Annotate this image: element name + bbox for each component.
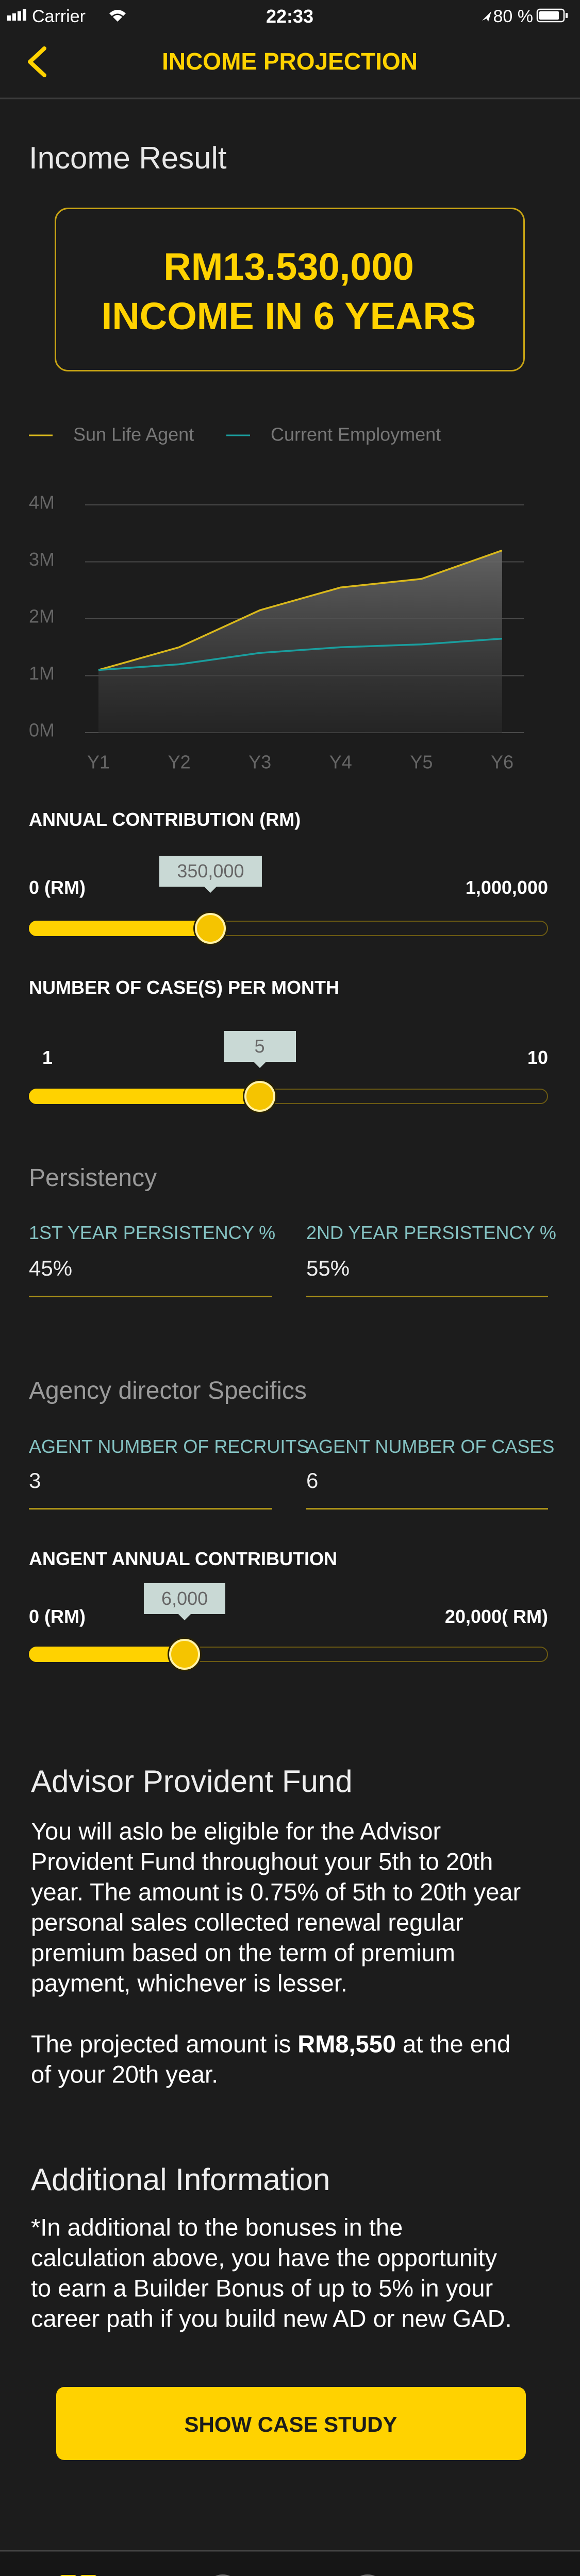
legend-label: Current Employment <box>271 424 441 445</box>
text: The projected amount is <box>31 2030 298 2058</box>
show-case-study-button[interactable] <box>56 2387 526 2460</box>
paragraph-line: Provident Fund throughout your 5th to 20… <box>31 1848 493 1875</box>
header-bar <box>0 46 580 99</box>
field-label: 1ST YEAR PERSISTENCY % <box>29 1222 276 1243</box>
y-tick-label: 0M <box>29 720 55 741</box>
x-tick-label: Y5 <box>410 752 433 773</box>
slider-knob[interactable] <box>169 1639 201 1670</box>
paragraph-line: calculation above, you have the opportun… <box>31 2244 498 2272</box>
slider-title: ANGENT ANNUAL CONTRIBUTION <box>29 1548 337 1569</box>
paragraph-line: *In additional to the bonuses in the <box>31 2213 403 2241</box>
y-tick-label: 1M <box>29 663 55 684</box>
slider-fill <box>29 1089 260 1104</box>
slider-title: ANNUAL CONTRIBUTION (RM) <box>29 809 301 830</box>
button-label[interactable]: SHOW CASE STUDY <box>184 2412 397 2436</box>
section-title: Persistency <box>29 1164 157 1192</box>
field-underline <box>306 1508 548 1510</box>
slider-tooltip: 5 <box>223 1031 296 1062</box>
field-value[interactable]: 6 <box>306 1468 319 1493</box>
field-underline <box>29 1508 272 1510</box>
section-title: Advisor Provident Fund <box>31 1764 353 1799</box>
field-value[interactable]: 3 <box>29 1468 41 1493</box>
status-icons <box>7 8 568 23</box>
slider-tooltip: 6,000 <box>144 1583 226 1614</box>
series-line <box>98 549 503 671</box>
slider-min: 0 (RM) <box>29 1606 86 1627</box>
tooltip-arrow <box>178 1614 191 1620</box>
text: at the end <box>396 2030 511 2058</box>
section-title: Income Result <box>29 141 227 175</box>
time: 22:33 <box>266 6 314 27</box>
tab-bar <box>0 2550 580 2576</box>
paragraph-line: year. The amount is 0.75% of 5th to 20th… <box>31 1878 521 1906</box>
chart: 0M 1M 2M 3M 4M Y1 Y2 Y3 Y4 Y5 Y6 Sun Life Agent Curr… <box>29 424 524 773</box>
field-value[interactable]: 45% <box>29 1256 73 1280</box>
slider-min: 1 <box>42 1047 53 1068</box>
y-tick-label: 3M <box>29 549 55 570</box>
paragraph-line: premium based on the term of premium <box>31 1939 455 1967</box>
lorem-icon[interactable] <box>205 2574 241 2576</box>
slider-title: NUMBER OF CASE(S) PER MONTH <box>29 977 339 998</box>
paragraph-line: The projected amount is RM8,550 at the e… <box>31 2032 510 2056</box>
slider-fill <box>29 1647 185 1662</box>
y-tick-label: 2M <box>29 606 55 627</box>
slider-knob[interactable] <box>244 1081 275 1112</box>
field-underline <box>29 1296 272 1297</box>
section-title: Additional Information <box>31 2162 330 2197</box>
back-button[interactable] <box>28 46 46 77</box>
paragraph-line: of your 20th year. <box>31 2062 218 2087</box>
paragraph-line: to earn a Builder Bonus of up to 5% in y… <box>31 2274 493 2302</box>
slider-tooltip: 350,000 <box>159 856 262 887</box>
slider-knob[interactable] <box>195 913 226 944</box>
area <box>98 550 502 733</box>
income-amount: RM13.530,000 <box>163 245 414 288</box>
slider-min: 0 (RM) <box>29 877 86 898</box>
field-label: 2ND YEAR PERSISTENCY % <box>306 1222 556 1243</box>
field-value[interactable]: 55% <box>306 1256 350 1280</box>
x-tick-label: Y6 <box>491 752 513 773</box>
x-tick-label: Y3 <box>248 752 271 773</box>
slider-fill <box>29 921 211 936</box>
income-period: INCOME IN 6 YEARS <box>101 295 476 337</box>
paragraph-line: payment, whichever is lesser. <box>31 1969 347 1997</box>
tooltip-arrow <box>204 887 217 893</box>
lorem-icon[interactable] <box>350 2574 386 2576</box>
header-title: INCOME PROJECTION <box>162 48 418 75</box>
legend-label: Sun Life Agent <box>73 424 194 445</box>
slider-max: 1,000,000 <box>465 877 548 898</box>
section-title: Agency director Specifics <box>29 1377 307 1404</box>
x-tick-label: Y1 <box>87 752 110 773</box>
projected-amount: RM8,550 <box>297 2030 396 2058</box>
text: of your 20th year. <box>31 2060 219 2088</box>
paragraph-line: You will aslo be eligible for the Adviso… <box>31 1817 441 1845</box>
series-line <box>98 637 503 671</box>
battery: 80 % <box>493 7 534 26</box>
paragraph-line: career path if you build new AD or new G… <box>31 2304 512 2332</box>
tooltip-arrow <box>253 1062 266 1068</box>
result-box <box>55 208 525 371</box>
x-tick-label: Y2 <box>168 752 191 773</box>
x-tick-label: Y4 <box>329 752 352 773</box>
paragraph-line: personal sales collected renewal regular <box>31 1908 463 1936</box>
slider-max: 10 <box>527 1047 548 1068</box>
y-tick-label: 4M <box>29 492 55 513</box>
field-label: AGENT NUMBER OF RECRUITS <box>29 1436 309 1457</box>
slider-max: 20,000( RM) <box>444 1606 548 1627</box>
field-label: AGENT NUMBER OF CASES <box>306 1436 555 1457</box>
carrier: Carrier <box>32 7 86 26</box>
field-underline <box>306 1296 548 1297</box>
